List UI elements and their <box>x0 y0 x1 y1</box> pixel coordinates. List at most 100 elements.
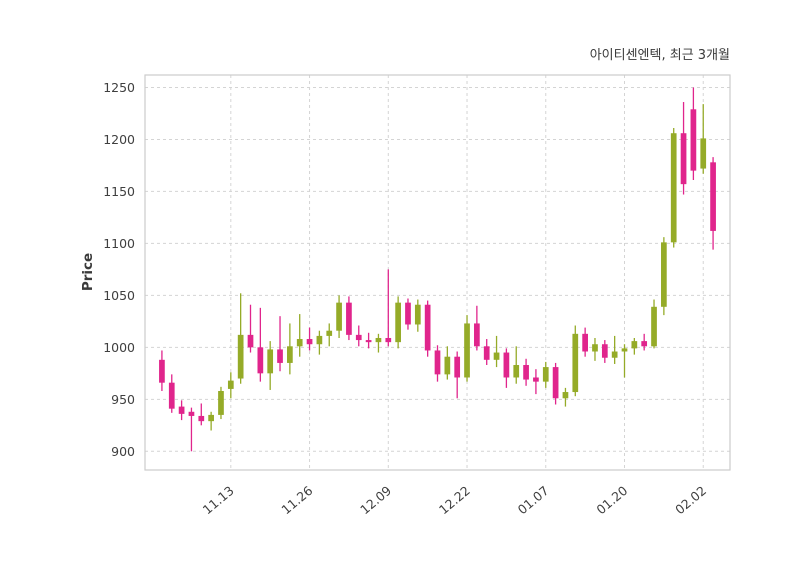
candle <box>424 300 431 357</box>
candle-body <box>198 415 205 422</box>
candle <box>306 327 313 351</box>
candle-body <box>287 346 293 363</box>
candle-body <box>483 346 490 360</box>
candle-body <box>414 304 421 325</box>
candle <box>601 340 608 363</box>
y-tick-label: 1100 <box>103 236 135 251</box>
candle <box>641 333 648 351</box>
candle <box>296 314 303 357</box>
x-tick-label: 11.13 <box>200 483 237 518</box>
y-tick-label: 950 <box>111 392 135 407</box>
y-tick-label: 1150 <box>103 184 135 199</box>
candle <box>444 346 451 380</box>
candle-body <box>582 333 588 352</box>
grid-lines <box>145 75 730 470</box>
y-tick-label: 1200 <box>103 132 135 147</box>
candle-body <box>661 242 667 307</box>
candle-body <box>277 349 283 363</box>
candle <box>611 335 618 364</box>
x-tick-label: 01.20 <box>593 483 630 518</box>
candle <box>237 293 244 384</box>
candle <box>493 335 500 368</box>
candle <box>700 104 707 174</box>
candle <box>375 333 382 353</box>
candle <box>257 307 264 382</box>
candle-body <box>375 337 382 343</box>
candle <box>346 296 352 341</box>
candle <box>621 344 628 378</box>
candle <box>405 298 411 330</box>
candle-body <box>178 406 185 414</box>
candle <box>483 339 490 366</box>
x-tick-label: 11.26 <box>278 483 315 518</box>
candle <box>365 332 372 349</box>
candle-body <box>355 334 362 341</box>
candle <box>277 316 283 372</box>
candle <box>385 269 392 347</box>
candle-body <box>572 333 579 393</box>
candle-body <box>680 133 687 185</box>
candle-body <box>237 334 244 379</box>
candle <box>414 299 421 332</box>
candle-body <box>336 302 342 331</box>
candle-body <box>592 344 598 352</box>
candle <box>503 348 510 388</box>
candle-body <box>474 323 480 347</box>
candle <box>395 296 401 349</box>
candle <box>523 358 529 386</box>
candle-body <box>267 349 274 374</box>
candle <box>592 337 598 361</box>
candle-body <box>464 323 470 378</box>
y-tick-label: 1250 <box>103 80 135 95</box>
candle <box>710 157 716 250</box>
candle <box>218 386 224 420</box>
candle-body <box>424 304 431 351</box>
candle-body <box>700 138 707 169</box>
candle-body <box>218 391 224 415</box>
candle <box>267 341 274 390</box>
candle-body <box>621 348 628 352</box>
candle-body <box>434 350 441 375</box>
candle <box>326 323 333 347</box>
candle-body <box>444 356 451 375</box>
candle-body <box>562 392 569 399</box>
candle-body <box>513 365 520 378</box>
candle-body <box>316 335 323 345</box>
x-tick-label: 02.02 <box>672 483 709 518</box>
candle-body <box>631 341 638 349</box>
plot-border <box>144 74 731 471</box>
candle-body <box>208 414 214 422</box>
candle <box>542 361 549 388</box>
candle-body <box>296 339 303 347</box>
candles <box>159 87 716 452</box>
y-tick-label: 900 <box>111 444 135 459</box>
candle-body <box>385 337 392 343</box>
candle-body <box>188 411 195 416</box>
candle <box>159 350 165 391</box>
candle-body <box>168 382 175 409</box>
candle <box>513 346 520 384</box>
chart-title: 아이티센엔텍, 최근 3개월 <box>589 48 730 63</box>
candle-body <box>533 377 539 382</box>
candle <box>474 305 480 351</box>
candle-body <box>227 380 234 389</box>
x-tick-label: 01.07 <box>515 483 552 518</box>
candle <box>680 102 687 195</box>
candle-body <box>552 367 559 399</box>
candle-body <box>395 302 401 343</box>
candle <box>178 400 185 421</box>
candle-body <box>326 330 333 336</box>
candle <box>188 407 195 452</box>
candle-body <box>454 356 461 378</box>
candle <box>533 369 539 395</box>
candle-body <box>346 302 352 335</box>
candle <box>434 345 441 382</box>
candle-body <box>493 352 500 360</box>
y-tick-label: 1050 <box>103 288 135 303</box>
candle-body <box>306 339 313 345</box>
y-tick-label: 1000 <box>103 340 135 355</box>
candle <box>287 323 293 375</box>
candle-body <box>257 347 264 374</box>
